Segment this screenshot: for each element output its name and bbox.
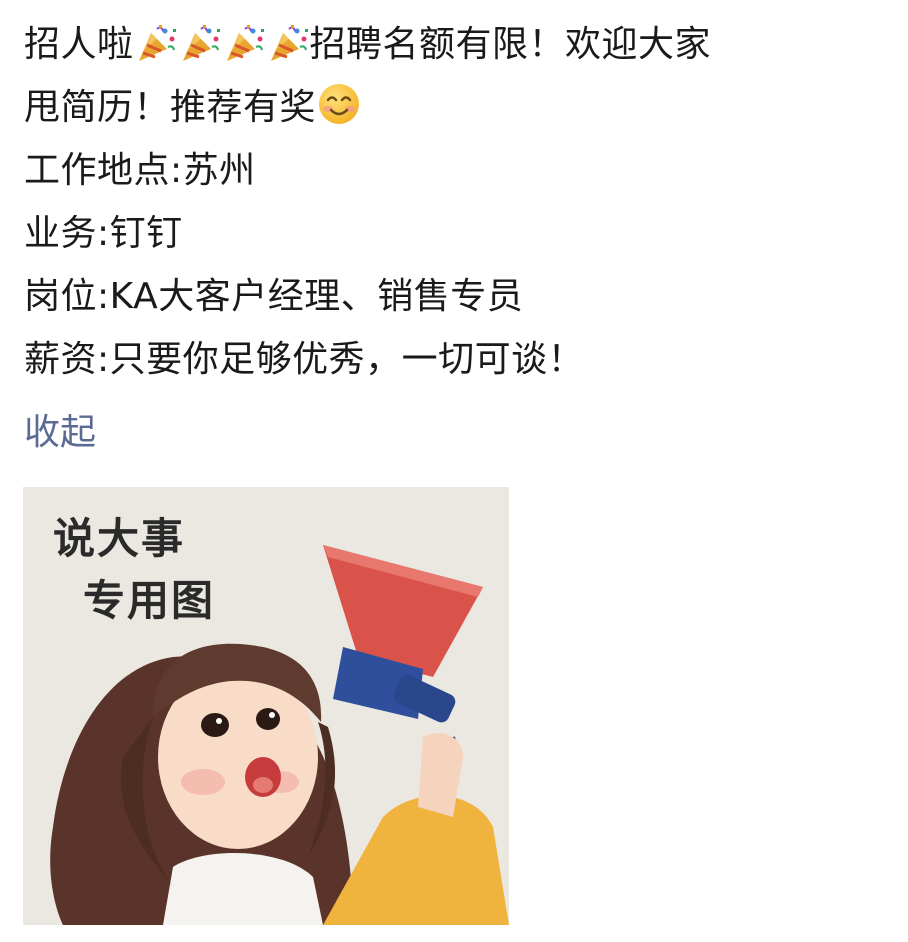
post-line-2: 甩简历！推荐有奖 [24,76,904,139]
post-line-1: 招人啦 招聘名额有限！欢迎大家 [24,13,904,76]
smiling-face-icon [317,82,361,146]
post-line-1-start: 招人啦 [24,24,134,65]
girl-megaphone-illustration [23,487,509,925]
post-line-2-text: 甩简历！推荐有奖 [24,87,317,128]
party-popper-icon [179,20,221,83]
image-caption-line-2: 专用图 [83,576,216,625]
post-line-position: 岗位:KA大客户经理、销售专员 [24,276,524,317]
post-image[interactable]: 说大事 专用图 [23,487,509,925]
post-text: 招人啦 招聘名额有限！欢迎大家 甩简历！推荐有奖 工作地点:苏州 业务:钉钉 岗位… [24,0,904,391]
party-popper-icon [267,20,309,83]
post-line-location: 工作地点:苏州 [24,150,256,191]
image-caption-line-1: 说大事 [53,514,186,563]
party-popper-icon [135,20,177,83]
party-popper-icon [223,20,265,83]
megaphone-icon [323,545,483,818]
post-line-1-end: 招聘名额有限！欢迎大家 [309,24,712,65]
post-line-salary: 薪资:只要你足够优秀，一切可谈！ [24,339,585,380]
collapse-link[interactable]: 收起 [24,412,97,453]
post-line-business: 业务:钉钉 [24,213,183,254]
